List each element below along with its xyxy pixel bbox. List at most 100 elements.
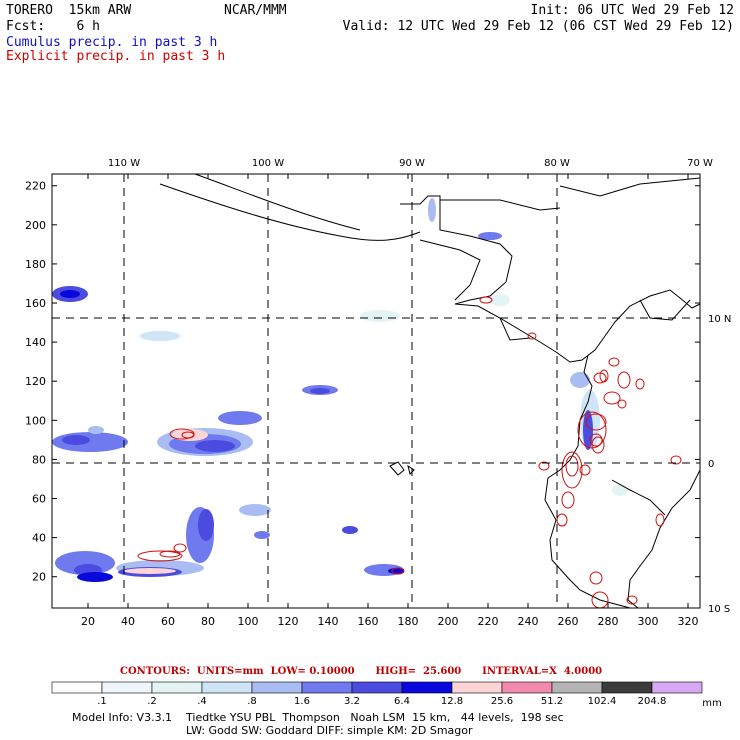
x-tick-label: 300 [638,615,659,628]
coastline-segment [559,177,701,197]
colorbar-unit: mm [702,698,722,709]
lat-lon-grid [52,174,700,608]
coastline-segment [440,199,561,211]
lat-label: 10 N [708,314,731,325]
colorbar-label: 102.4 [587,696,617,707]
colorbar-swatch [451,681,503,694]
lon-label: 70 W [687,158,713,169]
colorbar-swatch [151,681,203,694]
precip-shading [570,372,590,388]
coastline-segment [159,183,421,241]
x-tick-label: 220 [478,615,499,628]
lon-label: 90 W [399,158,425,169]
contour-ring [603,391,621,405]
contour-ring [137,550,183,562]
lat-label: 0 [708,459,714,470]
explicit-legend: Explicit precip. in past 3 h [6,49,226,64]
colorbar-label: 51.2 [540,696,564,707]
contour-ring [599,369,609,383]
x-tick-label: 60 [161,615,175,628]
coastline-segment [639,299,691,321]
precip-shading [490,294,510,306]
precip-shading [140,331,180,341]
precip-shading [198,509,214,541]
precip-shading [310,388,330,394]
coastline-segment [499,317,531,341]
colorbar [51,681,703,694]
contour-ring [608,357,620,367]
model-title: TORERO 15km ARW [6,3,132,18]
coastline-segment [544,354,631,609]
contour-ring [591,436,605,454]
org-label: NCAR/MMM [224,3,287,18]
x-tick-label: 140 [318,615,339,628]
colorbar-swatch [351,681,403,694]
contour-ring [565,455,579,477]
coastlines [159,173,701,609]
precip-shading [478,232,502,240]
coastline-segment [627,469,701,609]
contour-ring [579,464,591,476]
colorbar-label: 6.4 [394,696,410,707]
coastline-segment [419,239,481,301]
coastline-segment [611,479,666,516]
colorbar-label: 1.6 [294,696,310,707]
coastline-segment [389,461,405,476]
coastline-segment [454,303,606,363]
colorbar-swatch [101,681,153,694]
explicit-contours [137,296,682,609]
y-tick-label: 20 [32,571,46,584]
y-tick-label: 60 [32,493,46,506]
lon-label: 80 W [544,158,570,169]
precip-shading [360,310,400,322]
x-tick-label: 160 [358,615,379,628]
y-tick-label: 160 [25,297,46,310]
colorbar-swatch [201,681,253,694]
forecast-hour: Fcst: 6 h [6,19,100,34]
y-tick-label: 180 [25,258,46,271]
contour-ring [585,413,607,431]
coastline-segment [400,195,513,305]
colorbar-swatch [601,681,653,694]
colorbar-label: .2 [147,696,157,707]
x-tick-label: 320 [678,615,699,628]
x-tick-label: 100 [238,615,259,628]
y-tick-label: 80 [32,453,46,466]
precip-shading [388,568,404,574]
contour-ring [589,433,603,447]
precip-shading [218,411,262,425]
lon-label: 100 W [252,158,284,169]
precip-shading [195,440,235,452]
y-tick-label: 220 [25,180,46,193]
precip-shading [77,572,113,582]
coastline-segment [604,289,701,337]
colorbar-label: 25.6 [490,696,514,707]
colorbar-swatch [401,681,453,694]
contour-ring [561,451,583,489]
contour-ring [670,455,682,465]
coastline-segment [194,173,361,231]
precip-shading [88,426,104,434]
colorbar-swatch [651,681,703,694]
x-tick-label: 40 [121,615,135,628]
colorbar-swatch [251,681,303,694]
x-tick-label: 200 [438,615,459,628]
precip-shading [124,568,176,574]
map-frame [51,173,701,609]
contour-ring [617,399,627,409]
contour-ring [635,378,645,390]
y-tick-label: 200 [25,219,46,232]
x-tick-label: 80 [201,615,215,628]
colorbar-label: .4 [197,696,207,707]
precip-fields [52,198,628,582]
colorbar-swatch [301,681,353,694]
colorbar-label: .8 [247,696,257,707]
x-tick-label: 20 [81,615,95,628]
model-info-line1: Model Info: V3.3.1 Tiedtke YSU PBL Thomp… [72,711,564,724]
colorbar-label: .1 [97,696,107,707]
x-tick-label: 240 [518,615,539,628]
contour-ring [159,550,181,558]
coastline-segment [407,464,415,475]
precip-shading [342,526,358,534]
